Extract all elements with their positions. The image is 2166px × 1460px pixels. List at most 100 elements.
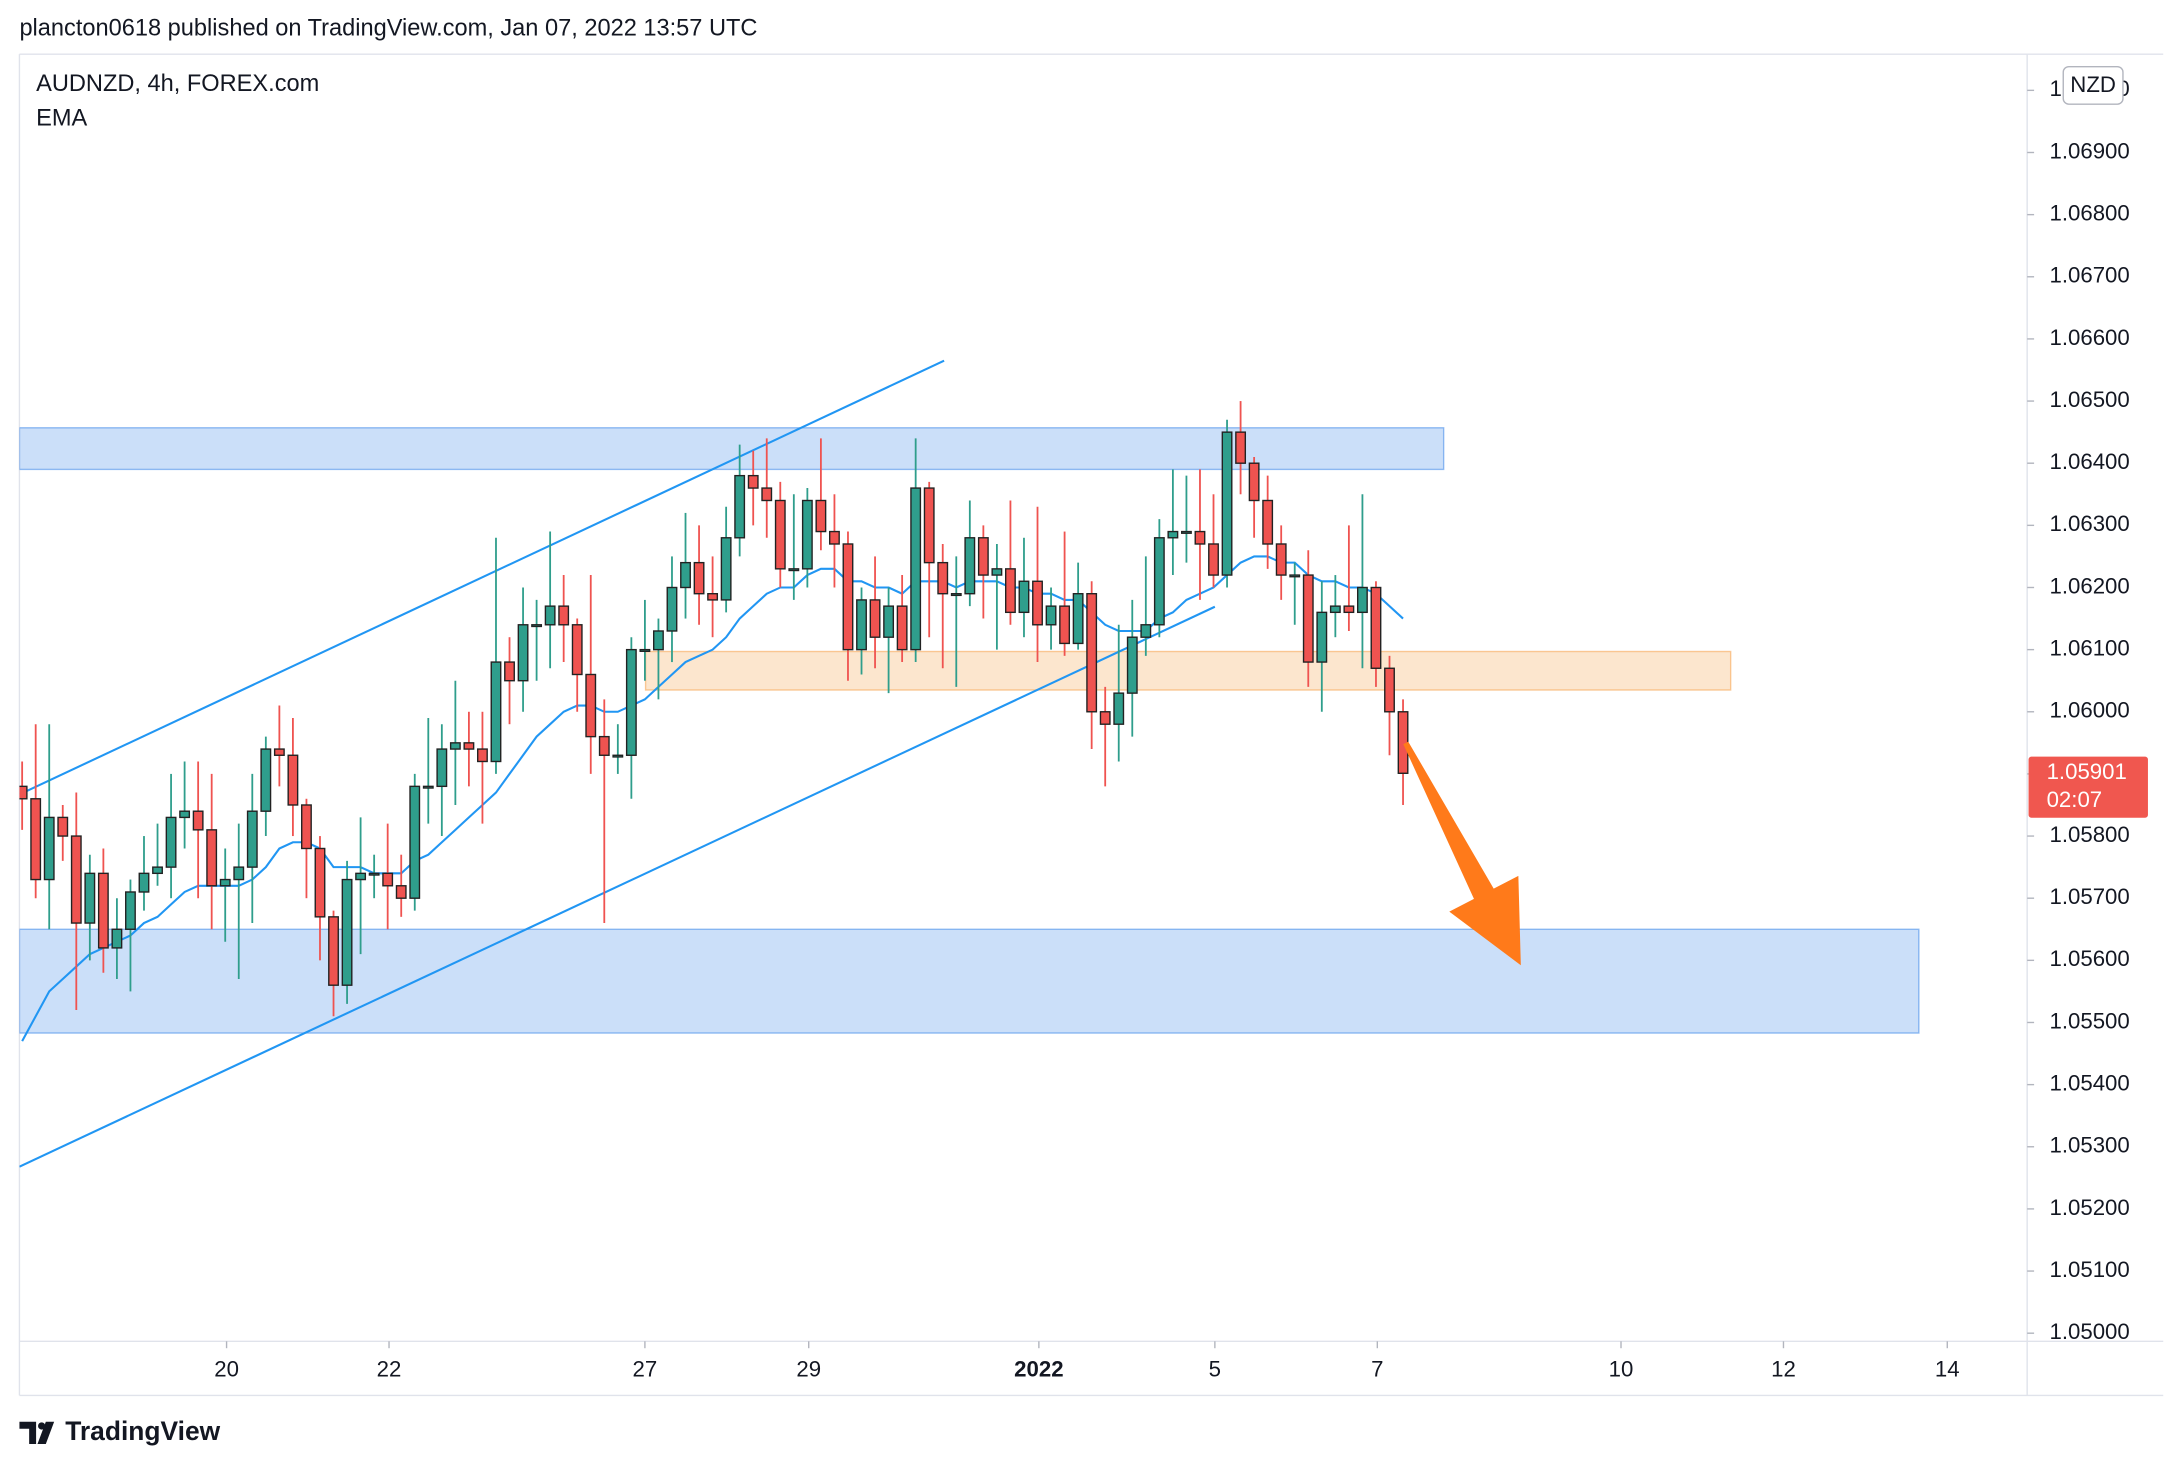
candle-body [19, 785, 28, 800]
candle-body [1235, 431, 1247, 464]
candle-body [84, 872, 96, 924]
candle [950, 556, 962, 687]
candle [734, 444, 746, 557]
candle-body [1316, 611, 1328, 663]
y-tick-label: 1.06200 [2050, 573, 2130, 598]
candle [301, 798, 312, 899]
candle-body [896, 605, 908, 651]
candle-body [1059, 605, 1071, 645]
x-tick-label: 22 [377, 1356, 402, 1381]
candle-body [680, 561, 691, 589]
candle-body [598, 735, 610, 756]
candle [233, 823, 245, 979]
candle-body [301, 804, 312, 850]
y-tick-label: 1.05400 [2050, 1070, 2130, 1095]
candle-body [382, 872, 394, 887]
candle-body [125, 891, 136, 930]
candle-body [517, 624, 529, 682]
candle [923, 481, 935, 638]
candle [774, 481, 786, 588]
candle [1248, 456, 1260, 538]
candle [395, 854, 407, 917]
candle-body [842, 543, 854, 651]
candle [842, 531, 854, 681]
candle-body [219, 878, 231, 887]
y-tick-label: 1.06800 [2050, 200, 2130, 225]
candle [598, 699, 610, 924]
y-tick-label: 1.06000 [2050, 698, 2130, 723]
candle-body [720, 537, 732, 601]
candle-body [1167, 530, 1179, 539]
candle-body [206, 829, 218, 887]
currency-badge: NZD [2062, 65, 2124, 105]
candle [1221, 419, 1233, 588]
y-tick-label: 1.06400 [2050, 449, 2130, 474]
x-tick-label: 7 [1371, 1356, 1383, 1381]
candle [84, 854, 96, 961]
candle-body [544, 605, 556, 626]
candle-body [774, 499, 786, 570]
candle [97, 848, 109, 973]
candle-body [97, 872, 109, 949]
x-tick-label: 5 [1209, 1356, 1221, 1381]
candle [111, 898, 123, 979]
candle-body [991, 568, 1003, 576]
candle-body [612, 754, 624, 758]
candle-body [1005, 568, 1016, 614]
candle [517, 587, 529, 712]
candle-body [625, 648, 637, 756]
candle [1302, 550, 1314, 687]
candle [680, 512, 691, 619]
candle-body [923, 487, 935, 564]
candle [422, 717, 434, 824]
candle [1032, 506, 1043, 663]
candle-body [801, 499, 813, 570]
price-zone [19, 427, 1445, 471]
candle-body [869, 599, 881, 638]
x-tick-label: 27 [633, 1356, 658, 1381]
y-tick-label: 1.06600 [2050, 325, 2130, 350]
candle-body [1113, 692, 1125, 725]
logo-icon [19, 1421, 55, 1445]
candle [1235, 401, 1247, 495]
candle-body [477, 748, 488, 763]
logo-text: TradingView [65, 1416, 220, 1446]
y-tick-label: 1.05700 [2050, 884, 2130, 909]
candle [260, 736, 272, 837]
candle [977, 525, 989, 619]
candle-body [734, 474, 746, 539]
candle [314, 836, 326, 961]
y-tick-label: 1.05000 [2050, 1319, 2130, 1344]
candle [558, 575, 570, 663]
candle [1275, 525, 1287, 600]
candle [761, 438, 773, 538]
candle [70, 792, 82, 1011]
candle-body [1045, 605, 1057, 626]
candle [273, 705, 285, 787]
logo-dot [38, 1422, 46, 1430]
candle-body [1302, 574, 1314, 663]
x-tick-label: 10 [1609, 1356, 1634, 1381]
candle [1262, 475, 1274, 569]
candle-body [910, 487, 922, 651]
candle-body [1099, 711, 1111, 725]
candle-body [138, 872, 150, 893]
candle-body [1140, 624, 1152, 638]
x-tick-label: 2022 [1014, 1356, 1063, 1381]
candle-body [977, 537, 989, 576]
candle [1208, 494, 1219, 588]
candle [125, 879, 136, 992]
candle [1140, 556, 1152, 656]
candle-body [1289, 574, 1301, 578]
candle-body [233, 866, 245, 881]
candle [43, 724, 55, 930]
x-tick-label: 20 [214, 1356, 239, 1381]
logo: TradingView [19, 1416, 221, 1446]
candle-body [70, 835, 82, 924]
candle-body [1126, 636, 1138, 694]
candle [531, 599, 543, 681]
candle-body [1086, 593, 1098, 713]
